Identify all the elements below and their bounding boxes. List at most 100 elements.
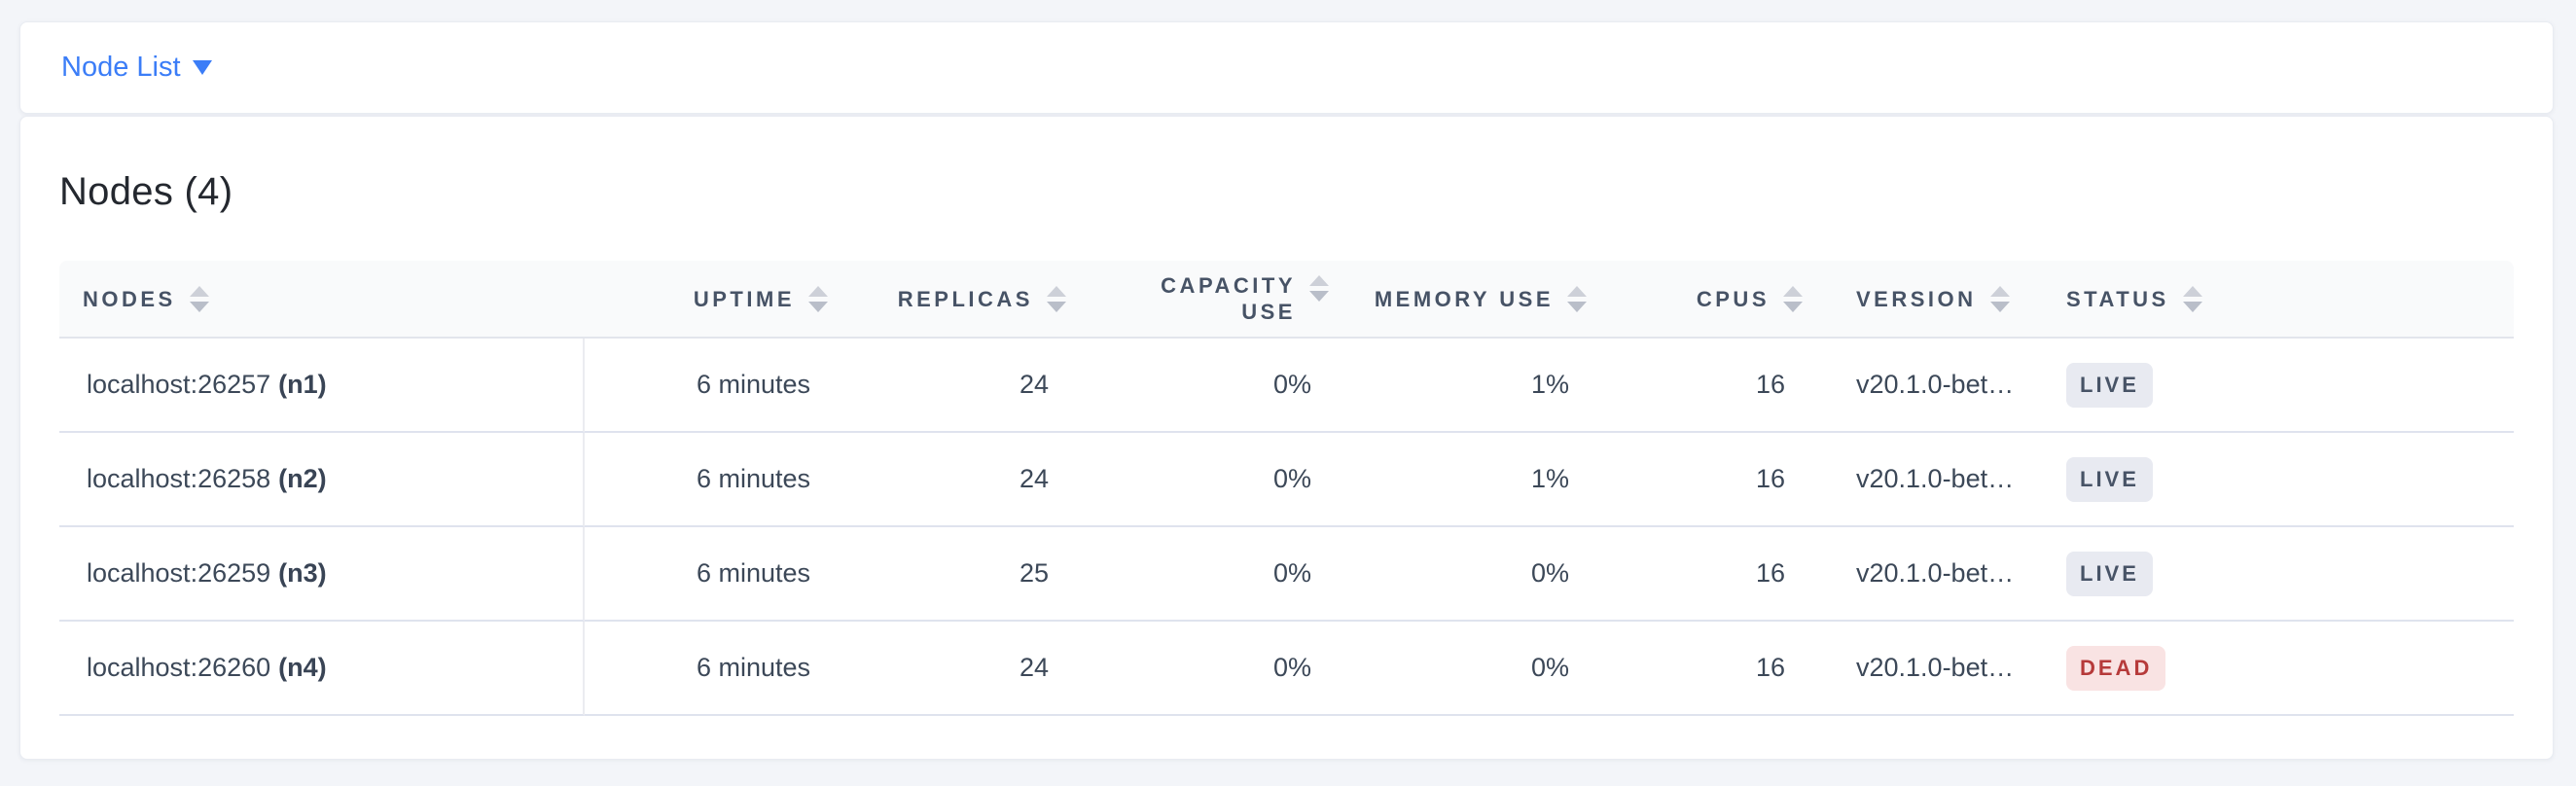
column-header-inner: UPTIME	[585, 285, 838, 312]
node-cell: localhost:26257 (n1)	[59, 339, 585, 433]
memory-use-value: 1%	[1339, 433, 1596, 527]
column-header-memory_use[interactable]: MEMORY USE	[1339, 261, 1596, 339]
node-link[interactable]: localhost:26260	[87, 653, 271, 682]
column-header-inner: CPUS	[1596, 285, 1812, 312]
sort-icon	[1567, 285, 1587, 312]
sort-icon	[808, 285, 828, 312]
sort-icon	[1309, 275, 1329, 302]
capacity-use-value: 0%	[1076, 622, 1339, 716]
capacity-use-value: 0%	[1076, 527, 1339, 622]
column-header-inner: VERSION	[1812, 285, 2058, 312]
sort-icon	[1989, 285, 2010, 312]
capacity-use-value: 0%	[1076, 339, 1339, 433]
column-header-inner: STATUS	[2058, 285, 2514, 312]
uptime-value: 6 minutes	[585, 339, 838, 433]
column-header-label: VERSION	[1856, 286, 1977, 311]
node-id: (n2)	[278, 464, 327, 493]
sort-up-arrow-icon	[2182, 285, 2202, 297]
sort-icon	[2182, 285, 2202, 312]
memory-use-value: 1%	[1339, 339, 1596, 433]
node-cell: localhost:26259 (n3)	[59, 527, 585, 622]
column-header-version[interactable]: VERSION	[1812, 261, 2058, 339]
sort-down-arrow-icon	[1989, 301, 2010, 312]
column-header-label: MEMORY USE	[1374, 286, 1554, 311]
column-header-label: REPLICAS	[897, 286, 1033, 311]
status-cell: DEAD	[2058, 622, 2514, 716]
status-badge: LIVE	[2066, 456, 2153, 502]
memory-use-value: 0%	[1339, 527, 1596, 622]
status-badge: DEAD	[2066, 645, 2166, 691]
node-list-table: NODES UPTIME REPLICAS CAPACITY USE MEMORY US…	[59, 261, 2514, 716]
status-cell: LIVE	[2058, 433, 2514, 527]
memory-use-value: 0%	[1339, 622, 1596, 716]
node-id: (n4)	[278, 653, 327, 682]
chevron-down-icon	[192, 60, 212, 75]
node-row: localhost:26260 (n4) 6 minutes 24 0% 0% 16 v20.…	[59, 622, 2514, 716]
uptime-value: 6 minutes	[585, 527, 838, 622]
node-list-dropdown-label: Node List	[61, 52, 181, 83]
sort-down-arrow-icon	[808, 301, 828, 312]
sort-down-arrow-icon	[189, 301, 209, 312]
status-badge: LIVE	[2066, 551, 2153, 596]
column-header-inner: CAPACITY USE	[1076, 272, 1339, 325]
status-cell: LIVE	[2058, 527, 2514, 622]
node-link[interactable]: localhost:26258	[87, 464, 271, 493]
nodes-overview-card: Nodes (4) NODES UPTIME REPLICAS CAPACITY US…	[19, 116, 2554, 760]
sort-down-arrow-icon	[1567, 301, 1587, 312]
sort-down-arrow-icon	[2182, 301, 2202, 312]
sort-icon	[1783, 285, 1803, 312]
cpus-value: 16	[1596, 527, 1812, 622]
version-value: v20.1.0-bet…	[1812, 527, 2058, 622]
node-cell: localhost:26260 (n4)	[59, 622, 585, 716]
capacity-use-value: 0%	[1076, 433, 1339, 527]
column-header-inner: REPLICAS	[838, 285, 1076, 312]
column-header-label: NODES	[83, 286, 176, 311]
version-value: v20.1.0-bet…	[1812, 622, 2058, 716]
node-row: localhost:26258 (n2) 6 minutes 24 0% 1% 16 v20.…	[59, 433, 2514, 527]
column-header-nodes[interactable]: NODES	[59, 261, 585, 339]
sort-up-arrow-icon	[808, 285, 828, 297]
column-header-inner: NODES	[59, 285, 585, 312]
cpus-value: 16	[1596, 622, 1812, 716]
column-header-uptime[interactable]: UPTIME	[585, 261, 838, 339]
version-value: v20.1.0-bet…	[1812, 339, 2058, 433]
column-header-capacity_use[interactable]: CAPACITY USE	[1076, 261, 1339, 339]
column-header-label: CPUS	[1696, 286, 1770, 311]
version-value: v20.1.0-bet…	[1812, 433, 2058, 527]
node-row: localhost:26259 (n3) 6 minutes 25 0% 0% 16 v20.…	[59, 527, 2514, 622]
sort-up-arrow-icon	[189, 285, 209, 297]
sort-up-arrow-icon	[1047, 285, 1066, 297]
column-header-label: UPTIME	[693, 286, 795, 311]
view-selector-bar: Node List	[19, 21, 2554, 114]
replicas-value: 25	[838, 527, 1076, 622]
column-header-replicas[interactable]: REPLICAS	[838, 261, 1076, 339]
sort-up-arrow-icon	[1783, 285, 1803, 297]
uptime-value: 6 minutes	[585, 622, 838, 716]
column-header-label: CAPACITY USE	[1161, 273, 1296, 324]
cpus-value: 16	[1596, 433, 1812, 527]
column-header-status[interactable]: STATUS	[2058, 261, 2514, 339]
sort-down-arrow-icon	[1309, 291, 1329, 302]
node-list-dropdown[interactable]: Node List	[61, 54, 212, 82]
column-header-cpus[interactable]: CPUS	[1596, 261, 1812, 339]
node-row: localhost:26257 (n1) 6 minutes 24 0% 1% 16 v20.…	[59, 339, 2514, 433]
node-link[interactable]: localhost:26257	[87, 370, 271, 399]
sort-up-arrow-icon	[1567, 285, 1587, 297]
sort-icon	[189, 285, 209, 312]
node-link[interactable]: localhost:26259	[87, 558, 271, 588]
column-header-inner: MEMORY USE	[1339, 285, 1596, 312]
sort-up-arrow-icon	[1309, 275, 1329, 286]
column-header-label: STATUS	[2066, 286, 2169, 311]
node-id: (n1)	[278, 370, 327, 399]
replicas-value: 24	[838, 433, 1076, 527]
cpus-value: 16	[1596, 339, 1812, 433]
sort-up-arrow-icon	[1989, 285, 2010, 297]
sort-down-arrow-icon	[1047, 301, 1066, 312]
sort-icon	[1047, 285, 1066, 312]
replicas-value: 24	[838, 622, 1076, 716]
node-id: (n3)	[278, 558, 327, 588]
table-header-row: NODES UPTIME REPLICAS CAPACITY USE MEMORY US…	[59, 261, 2514, 339]
status-badge: LIVE	[2066, 362, 2153, 408]
status-cell: LIVE	[2058, 339, 2514, 433]
